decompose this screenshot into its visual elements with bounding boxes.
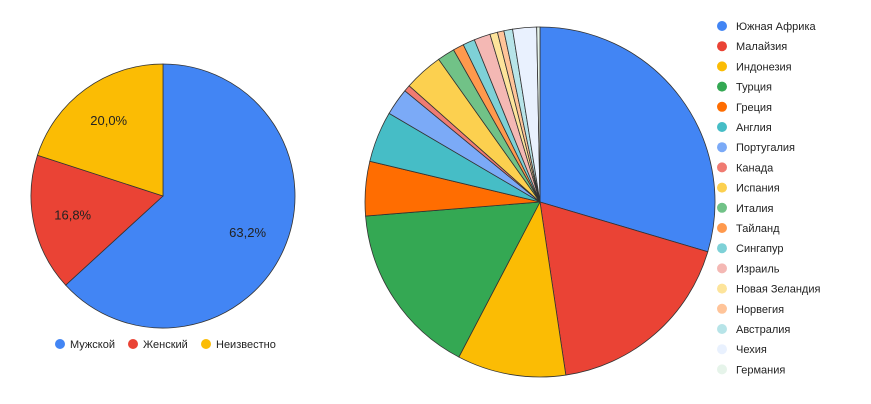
legend-item-13[interactable]: Новая Зеландия — [717, 283, 820, 296]
legend-item-15[interactable]: Австралия — [717, 324, 790, 336]
legend-marker-15 — [717, 324, 727, 334]
pie-slice-2[interactable] — [36, 63, 164, 197]
legend-marker-12 — [717, 263, 727, 274]
legend-marker-8 — [717, 182, 727, 193]
legend-label-6: Португалия — [736, 142, 795, 154]
legend-item-4[interactable]: Греция — [717, 101, 772, 114]
legend-label-17: Германия — [736, 364, 785, 376]
legend-label-0: Южная Африка — [736, 21, 817, 33]
legend-marker-2 — [717, 61, 727, 72]
legend-label-13: Новая Зеландия — [736, 284, 820, 296]
pie-slice-2[interactable] — [458, 200, 567, 378]
legend-label-9: Италия — [736, 203, 774, 215]
legend-marker-1 — [717, 41, 727, 52]
legend-item-6[interactable]: Португалия — [717, 142, 795, 154]
country-pie-chart — [364, 26, 716, 378]
gender-pie-chart: 63,2% 16,8% 20,0% — [30, 63, 296, 329]
legend-item-2[interactable]: Неизвестно — [201, 339, 276, 351]
legend-label-0: Мужской — [70, 339, 115, 351]
legend-label-3: Турция — [736, 82, 772, 94]
legend-item-0[interactable]: Мужской — [55, 339, 115, 351]
legend-marker-1 — [128, 339, 138, 349]
legend-marker-7 — [717, 162, 727, 173]
legend-marker-0 — [55, 339, 65, 349]
legend-label-2: Индонезия — [736, 61, 792, 73]
legend-item-7[interactable]: Канада — [717, 162, 774, 174]
legend-item-2[interactable]: Индонезия — [717, 61, 792, 73]
legend-label-11: Сингапур — [736, 243, 784, 255]
pie-slice-1[interactable] — [30, 154, 164, 286]
legend-label-15: Австралия — [736, 324, 790, 336]
legend-marker-2 — [201, 339, 211, 349]
legend-marker-14 — [717, 303, 727, 314]
legend-item-16[interactable]: Чехия — [717, 344, 767, 356]
legend-item-0[interactable]: Южная Африка — [717, 21, 817, 33]
legend-item-9[interactable]: Италия — [717, 202, 774, 215]
pie-slice-0[interactable] — [539, 26, 716, 253]
legend-marker-6 — [717, 142, 727, 153]
legend-label-16: Чехия — [736, 344, 767, 356]
slice-data-label-1: 16,8% — [54, 208, 91, 223]
legend-label-1: Малайзия — [736, 41, 787, 53]
gender-legend: Мужской Женский Неизвестно — [55, 339, 276, 351]
pie-slice-17[interactable] — [536, 26, 541, 203]
pie-slice-0[interactable] — [65, 63, 296, 329]
legend-label-8: Испания — [736, 183, 780, 195]
legend-item-11[interactable]: Сингапур — [717, 243, 784, 255]
legend-marker-17 — [717, 364, 727, 375]
legend-label-2: Неизвестно — [216, 339, 276, 351]
legend-label-5: Англия — [736, 122, 772, 134]
legend-item-5[interactable]: Англия — [717, 122, 772, 134]
legend-item-1[interactable]: Малайзия — [717, 41, 787, 53]
pie-slice-1[interactable] — [539, 201, 709, 376]
legend-marker-10 — [717, 223, 727, 233]
legend-label-12: Израиль — [736, 263, 780, 275]
legend-marker-0 — [717, 21, 727, 31]
legend-marker-13 — [717, 283, 727, 294]
legend-label-4: Греция — [736, 102, 772, 114]
legend-item-14[interactable]: Норвегия — [717, 303, 784, 316]
legend-marker-5 — [717, 122, 727, 132]
legend-item-10[interactable]: Тайланд — [717, 223, 780, 235]
country-legend: Южная Африка Малайзия Индонезия Турция Греци… — [717, 21, 820, 376]
legend-label-10: Тайланд — [736, 223, 780, 235]
legend-marker-4 — [717, 101, 727, 112]
slice-data-label-0: 63,2% — [229, 225, 266, 240]
legend-item-3[interactable]: Турция — [717, 81, 772, 94]
pie-slice-3[interactable] — [365, 201, 541, 358]
legend-marker-3 — [717, 81, 727, 92]
legend-item-1[interactable]: Женский — [128, 339, 188, 351]
legend-label-1: Женский — [143, 339, 188, 351]
legend-marker-11 — [717, 243, 727, 254]
legend-marker-16 — [717, 344, 727, 355]
legend-item-17[interactable]: Германия — [717, 364, 785, 376]
legend-marker-9 — [717, 202, 727, 213]
legend-label-14: Норвегия — [736, 304, 784, 316]
legend-item-12[interactable]: Израиль — [717, 263, 780, 275]
legend-item-8[interactable]: Испания — [717, 182, 780, 195]
slice-data-label-2: 20,0% — [90, 113, 127, 128]
legend-label-7: Канада — [736, 162, 774, 174]
